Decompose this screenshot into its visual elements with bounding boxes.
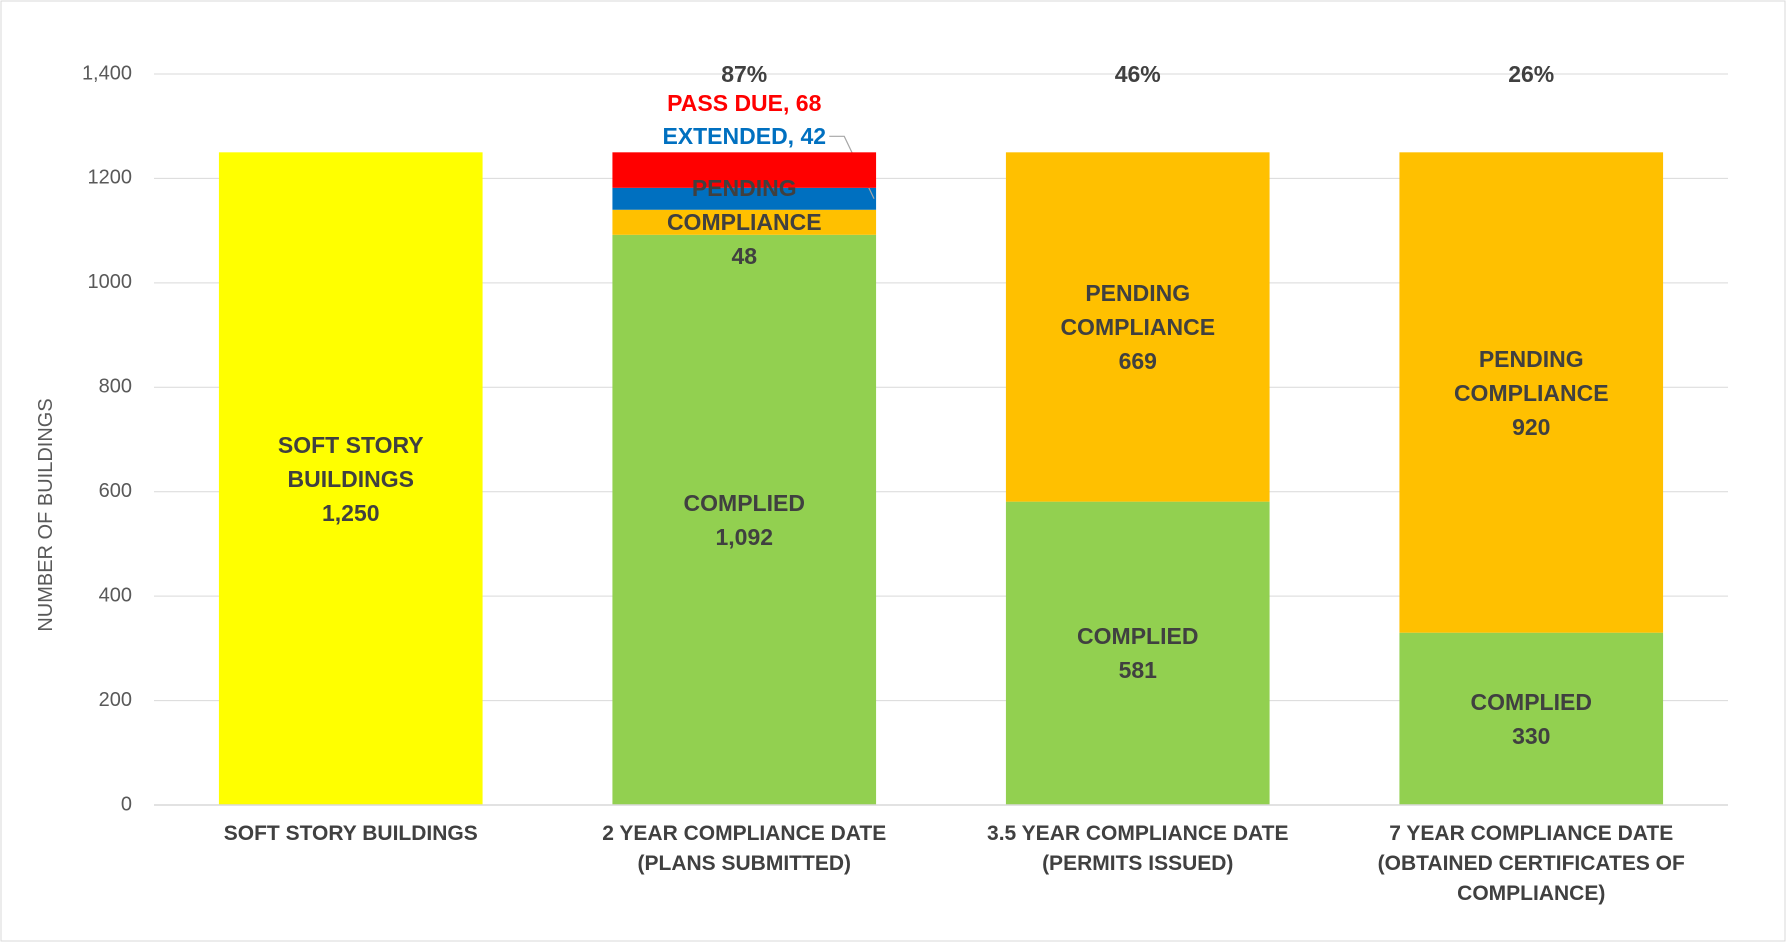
data-label-value: 581: [1118, 657, 1157, 684]
y-tick-label: 1,400: [82, 62, 132, 84]
bar-segment: [1005, 152, 1270, 502]
data-label: SOFT STORY BUILDINGS 1,250: [201, 428, 501, 530]
data-label: COMPLIED 1,092: [594, 486, 894, 554]
data-label: PASS DUE, 68: [667, 90, 822, 117]
data-label: PENDING COMPLIANCE 48: [594, 171, 894, 273]
y-tick-label: 1000: [88, 271, 133, 293]
bar-segment: [218, 152, 483, 806]
data-label-value: 669: [1118, 347, 1157, 374]
data-label-name: SOFT STORY BUILDINGS: [277, 431, 424, 492]
bar-segment: [1399, 152, 1664, 633]
y-tick-label: 200: [99, 689, 132, 711]
data-label: PENDING COMPLIANCE 920: [1381, 342, 1681, 444]
data-label: EXTENDED, 42: [662, 123, 827, 150]
total-label: 26%: [1508, 61, 1555, 88]
data-label-value: 1,092: [715, 523, 774, 550]
bar-segment: [1399, 632, 1664, 805]
data-label: PENDING COMPLIANCE 669: [988, 276, 1288, 378]
data-label-name: PENDING COMPLIANCE: [1453, 345, 1609, 406]
total-label: 46%: [1114, 61, 1161, 88]
data-label-value: 920: [1512, 413, 1551, 440]
bar-segment: [612, 209, 877, 235]
bar-segment: [1005, 501, 1270, 805]
y-tick-label: 400: [99, 584, 132, 606]
data-label: COMPLIED 581: [988, 619, 1288, 687]
bar-segment: [612, 187, 877, 210]
data-label: COMPLIED 330: [1381, 685, 1681, 753]
bar-segment: [612, 152, 877, 188]
x-tick-label: 2 YEAR COMPLIANCE DATE (PLANS SUBMITTED): [602, 822, 887, 875]
x-tick-label: SOFT STORY BUILDINGS: [223, 822, 478, 845]
y-tick-label: 0: [121, 793, 132, 815]
data-label-name: COMPLIED: [683, 489, 805, 516]
x-tick-label: 7 YEAR COMPLIANCE DATE (OBTAINED CERTIFI…: [1377, 822, 1685, 905]
data-label-name: COMPLIED: [1470, 688, 1592, 715]
data-label-value: 48: [731, 243, 758, 270]
bar-segment: [612, 234, 877, 805]
y-tick-label: 600: [99, 480, 132, 502]
data-label-name: PENDING COMPLIANCE: [666, 175, 822, 236]
y-axis-title: NUMBER OF BUILDINGS: [35, 398, 57, 631]
total-label: 87%: [721, 61, 768, 88]
data-label-value: 330: [1512, 722, 1551, 749]
y-tick-label: 1200: [88, 167, 133, 189]
data-label-value: 1,250: [321, 499, 380, 526]
y-tick-label: 800: [99, 376, 132, 398]
data-label-name: PENDING COMPLIANCE: [1060, 279, 1216, 340]
data-label-name: COMPLIED: [1077, 623, 1199, 650]
x-tick-label: 3.5 YEAR COMPLIANCE DATE (PERMITS ISSUED…: [987, 822, 1289, 875]
